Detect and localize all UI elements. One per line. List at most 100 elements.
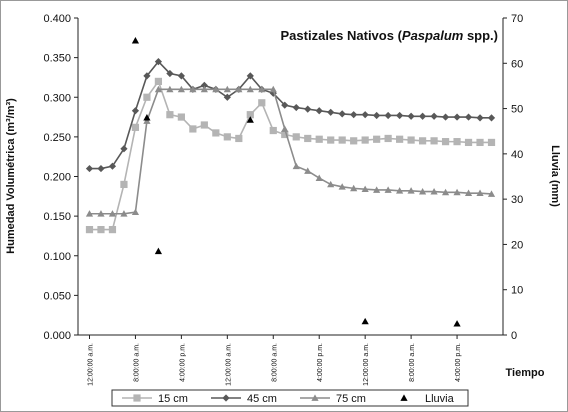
- marker: [487, 138, 496, 147]
- y-tick-label: 0.250: [43, 132, 71, 144]
- marker: [384, 111, 392, 120]
- marker: [453, 320, 461, 327]
- marker: [258, 85, 266, 93]
- marker: [281, 125, 289, 132]
- marker: [143, 93, 151, 101]
- y-tick-label: 0.000: [43, 330, 71, 342]
- x-tick-label: 4:00:00 p.m.: [179, 343, 186, 382]
- x-tick-label: 8:00:00 a.m.: [409, 343, 416, 382]
- series: [131, 37, 461, 327]
- marker: [166, 111, 174, 119]
- marker: [223, 133, 231, 141]
- marker: [223, 85, 231, 93]
- marker: [396, 187, 404, 194]
- marker: [97, 210, 105, 217]
- legend-label: Lluvia: [425, 393, 455, 405]
- x-tick-label: 4:00:00 p.m.: [317, 343, 324, 382]
- marker: [304, 167, 312, 174]
- marker: [453, 138, 461, 146]
- marker: [315, 135, 323, 143]
- y2-tick-label: 30: [511, 194, 523, 206]
- marker: [464, 113, 473, 121]
- marker: [108, 225, 117, 234]
- marker: [441, 113, 450, 121]
- marker: [97, 164, 105, 173]
- marker: [154, 77, 163, 85]
- marker: [246, 85, 254, 93]
- marker: [304, 134, 312, 143]
- marker: [166, 69, 174, 78]
- marker: [97, 225, 105, 234]
- marker: [235, 134, 243, 143]
- marker: [384, 186, 392, 193]
- marker: [453, 188, 461, 196]
- marker: [200, 85, 208, 93]
- marker: [338, 110, 346, 118]
- marker: [373, 135, 381, 143]
- marker: [177, 72, 185, 80]
- marker: [200, 81, 208, 89]
- marker: [246, 111, 254, 119]
- marker: [476, 189, 484, 197]
- marker: [108, 210, 117, 217]
- marker: [373, 186, 381, 193]
- series: [85, 85, 496, 217]
- x-tick-label: 12:00:00 a.m.: [87, 343, 94, 386]
- marker: [246, 72, 254, 80]
- y-tick-label: 0.050: [43, 290, 71, 302]
- marker: [85, 225, 94, 234]
- marker: [304, 105, 312, 113]
- y-tick-label: 0.400: [43, 13, 71, 25]
- marker: [338, 183, 346, 190]
- marker: [154, 247, 163, 255]
- marker: [361, 111, 369, 119]
- marker: [177, 113, 185, 121]
- title-part: Paspalum: [402, 28, 464, 43]
- marker: [246, 116, 254, 123]
- x-tick-label: 8:00:00 a.m.: [271, 343, 278, 382]
- marker: [108, 162, 117, 170]
- chart-title: Pastizales Nativos (Paspalum spp.): [281, 28, 498, 43]
- marker: [430, 187, 438, 195]
- marker: [311, 394, 319, 401]
- title-part: spp.): [463, 28, 498, 43]
- marker: [441, 188, 450, 196]
- marker: [292, 162, 300, 170]
- series: [85, 77, 496, 234]
- marker: [430, 112, 438, 120]
- legend-entry: Lluvia: [400, 393, 455, 405]
- series: [85, 57, 496, 173]
- marker: [189, 85, 197, 93]
- marker: [143, 117, 151, 124]
- marker: [222, 394, 230, 402]
- marker: [85, 210, 94, 217]
- marker: [350, 137, 358, 145]
- marker: [154, 85, 163, 93]
- legend-entry: 15 cm: [122, 393, 188, 405]
- marker: [441, 138, 450, 146]
- marker: [400, 394, 408, 401]
- y2-tick-label: 40: [511, 149, 523, 161]
- marker: [258, 99, 266, 107]
- y-axis-label: Humedad Volumétrica (m³/m³): [5, 98, 17, 254]
- marker: [418, 137, 427, 145]
- y2-tick-label: 20: [511, 239, 523, 251]
- marker: [292, 133, 300, 141]
- marker: [418, 187, 427, 195]
- legend-box: [111, 389, 469, 407]
- marker: [131, 208, 140, 216]
- marker: [85, 164, 94, 173]
- marker: [281, 101, 289, 109]
- marker: [407, 187, 415, 194]
- marker: [315, 107, 323, 115]
- marker: [166, 85, 174, 93]
- marker: [407, 112, 415, 120]
- legend-entry: 75 cm: [300, 393, 366, 405]
- y2-axis-label: Lluvia (mm): [549, 145, 561, 207]
- y-tick-label: 0.150: [43, 211, 71, 223]
- marker: [361, 185, 369, 193]
- marker: [361, 136, 369, 144]
- marker: [143, 114, 151, 121]
